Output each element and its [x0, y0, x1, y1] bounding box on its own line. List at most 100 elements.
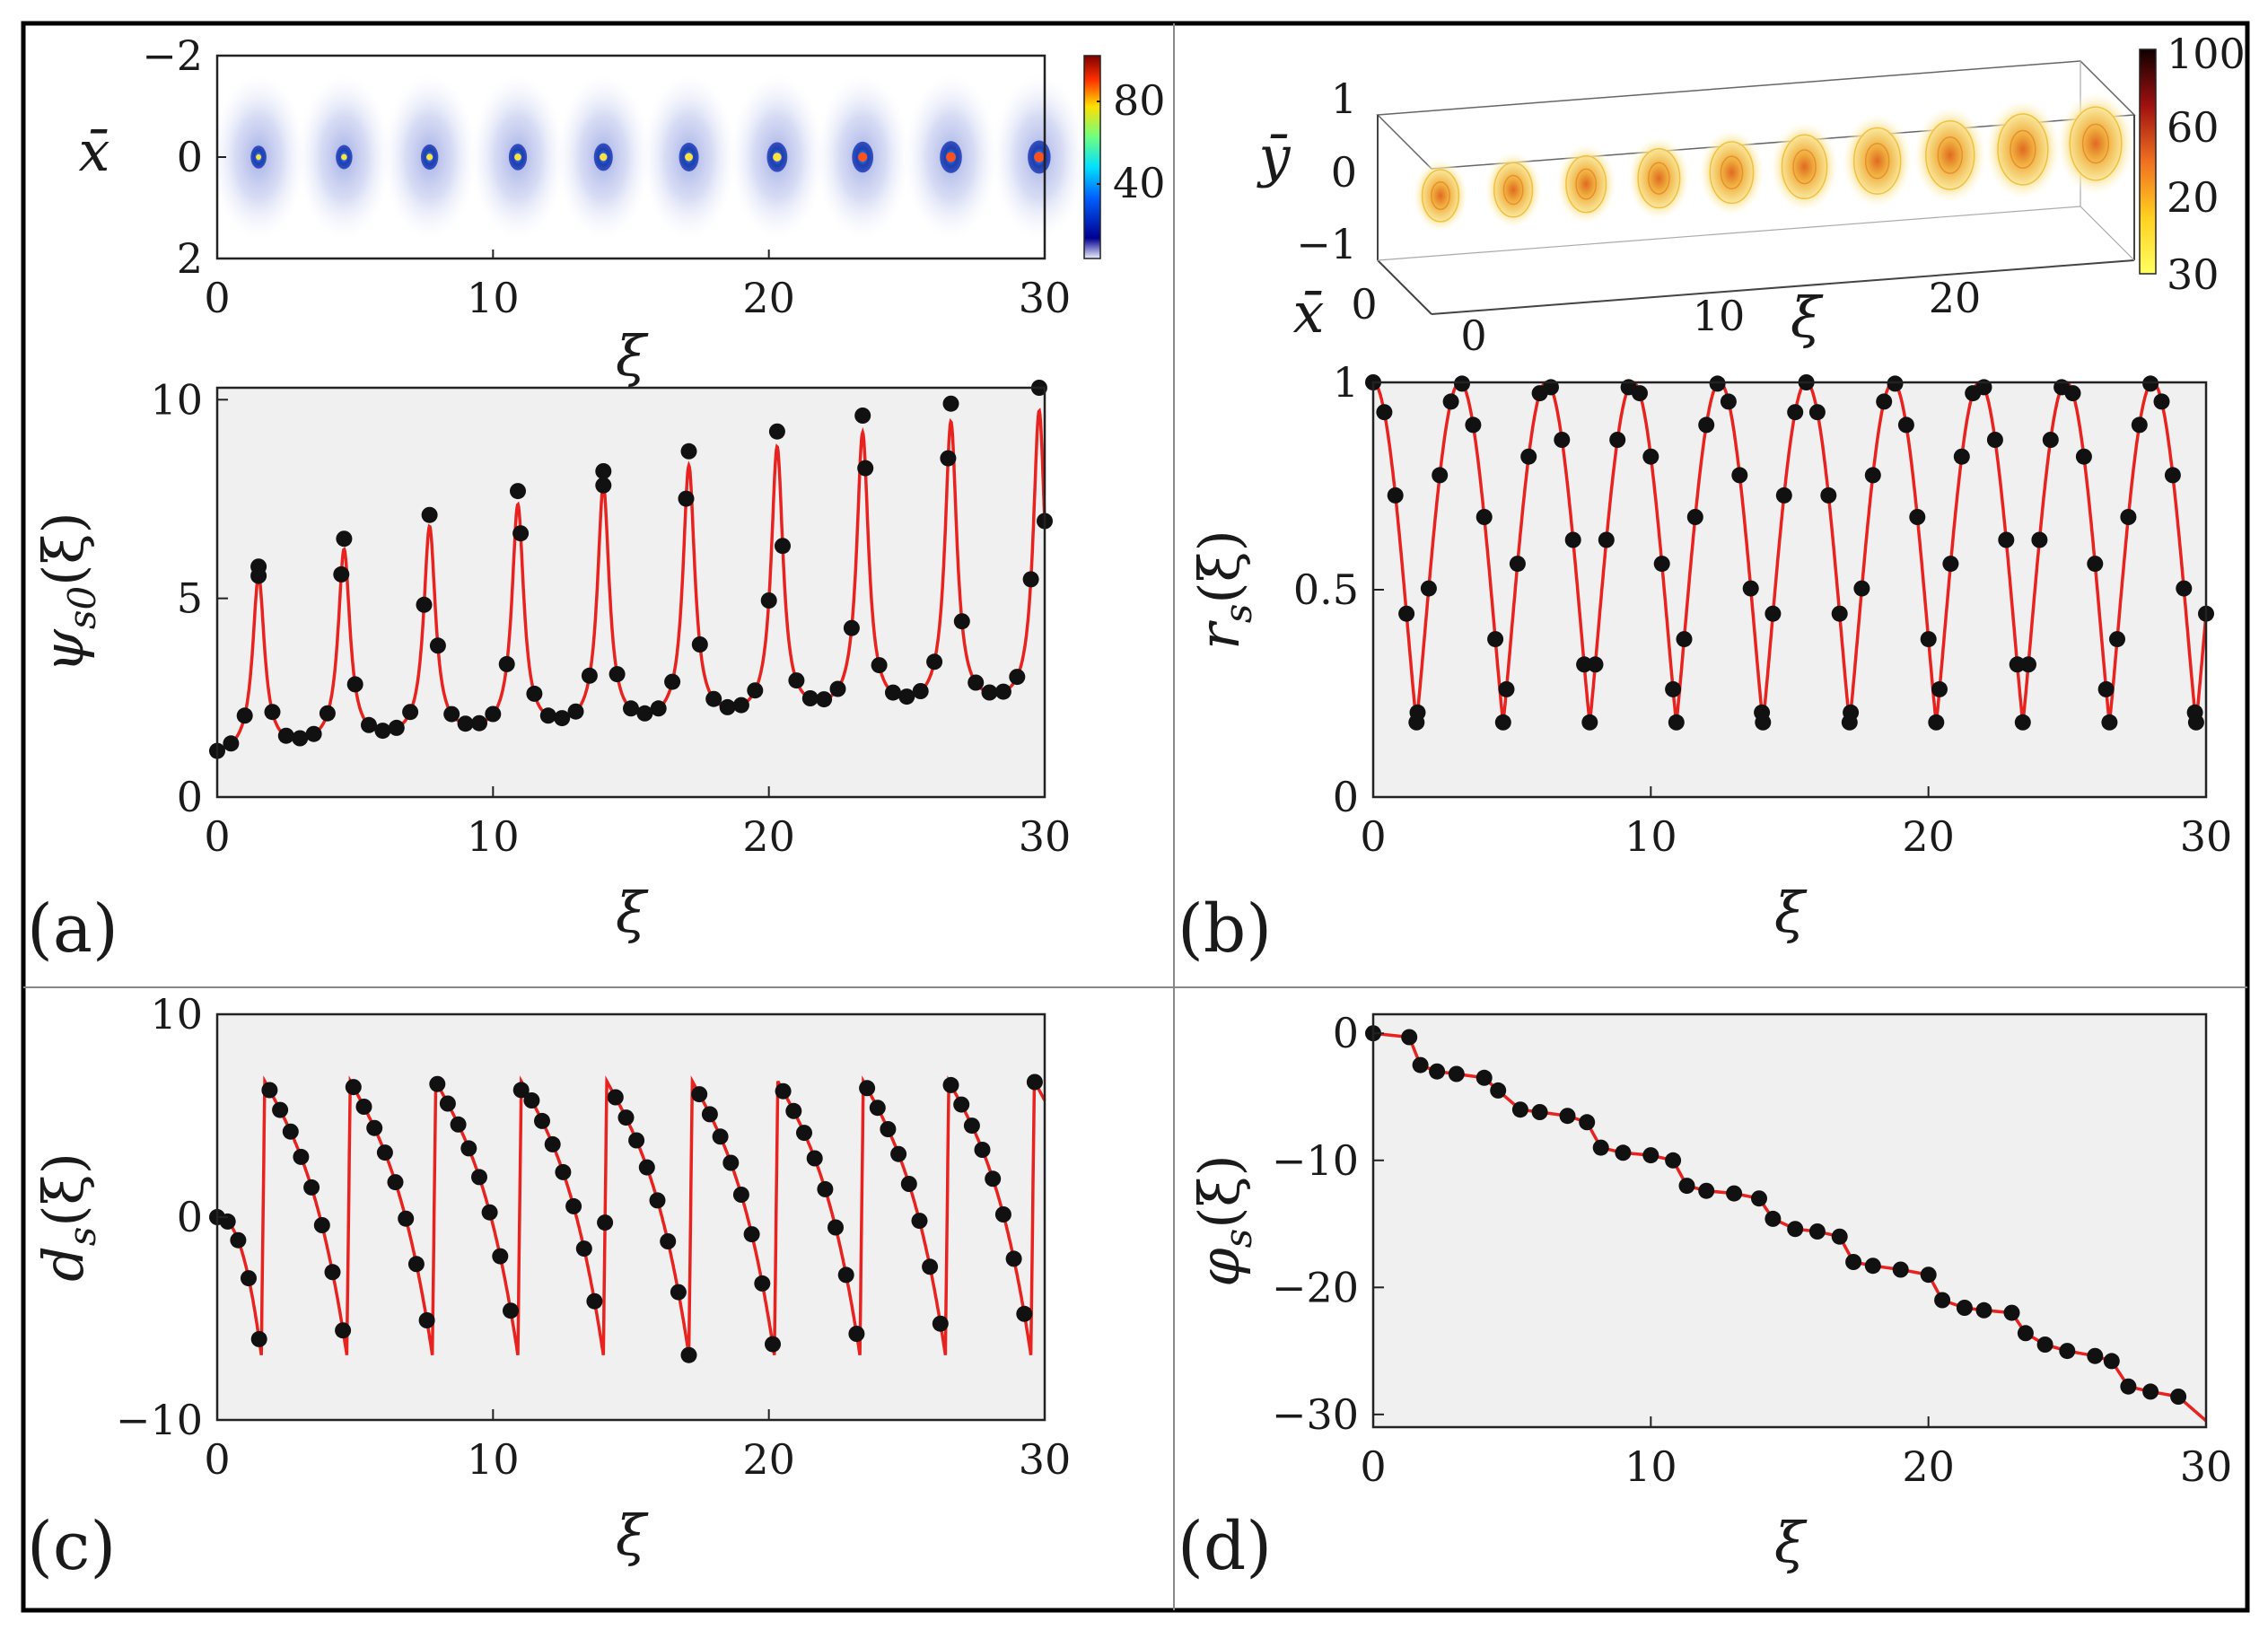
data-point: [1376, 404, 1393, 421]
data-point: [1432, 467, 1449, 484]
data-point: [539, 707, 556, 724]
data-point: [638, 1159, 655, 1176]
contour-ring: [2069, 106, 2123, 181]
data-point: [1998, 531, 2015, 548]
data-point: [1598, 531, 1615, 548]
y-tick-label: 2: [177, 234, 203, 283]
data-point: [523, 1092, 540, 1109]
data-point: [1559, 1108, 1576, 1125]
data-point: [544, 1135, 561, 1152]
data-point: [1931, 680, 1948, 697]
data-point: [387, 1174, 404, 1191]
contour-blob: [1555, 144, 1616, 224]
data-point: [450, 1116, 467, 1133]
data-point: [313, 1217, 330, 1233]
data-point: [1698, 416, 1715, 434]
data-point: [1476, 509, 1493, 525]
data-point: [942, 1076, 959, 1093]
colorbar-b-tick-label: 20: [2167, 173, 2220, 222]
data-point: [2097, 680, 2115, 697]
heatmap-peak-center: [773, 153, 782, 162]
colorbar-a-tick-label: 80: [1113, 76, 1166, 125]
data-point: [2187, 714, 2204, 731]
contour-ring: [1937, 136, 1963, 174]
data-point: [1632, 385, 1648, 402]
data-point: [1764, 605, 1782, 622]
data-point: [900, 1176, 917, 1192]
data-point: [554, 710, 571, 727]
data-point: [2003, 1304, 2020, 1321]
data-point: [333, 565, 350, 583]
y-tick-label: −20: [1272, 1263, 1359, 1311]
data-point: [857, 460, 874, 477]
data-point: [859, 1080, 876, 1097]
data-point: [1808, 404, 1826, 421]
data-point: [664, 673, 681, 690]
data-point: [361, 716, 377, 733]
data-point: [670, 1284, 687, 1301]
data-point: [768, 423, 785, 440]
data-point: [429, 1075, 446, 1092]
data-point: [869, 1100, 886, 1117]
data-point: [1454, 375, 1470, 392]
data-point: [2059, 1343, 2076, 1360]
y-axis-label: rs(ξ): [1187, 530, 1260, 650]
data-point: [1412, 1056, 1429, 1074]
data-point: [890, 1145, 907, 1162]
data-point: [678, 490, 695, 507]
data-point: [788, 672, 805, 689]
data-point: [628, 1132, 645, 1149]
data-point: [2064, 385, 2081, 402]
data-point: [1986, 432, 2003, 448]
data-point: [2164, 467, 2181, 484]
data-point: [691, 1086, 708, 1103]
data-point: [701, 1106, 718, 1123]
contour-blob: [1913, 107, 1987, 204]
data-point: [492, 1248, 509, 1265]
data-point: [1897, 416, 1914, 434]
x-axis-label: ξ: [1774, 880, 1808, 945]
data-point: [1953, 448, 1970, 465]
data-point: [1876, 393, 1893, 410]
data-point: [277, 727, 294, 744]
data-point: [2031, 531, 2048, 548]
contour-blob: [2056, 92, 2135, 196]
y-tick-label: −2: [142, 31, 203, 80]
panel-d-phi-plot: 0 10 20 30 0 −10 −20 −30 ξ φs(ξ): [1187, 1009, 2232, 1575]
data-point: [636, 705, 653, 722]
y-axis-label: ds(ξ): [31, 1152, 104, 1282]
data-point: [319, 705, 336, 722]
heatmap-b-depth-tick: 0: [1351, 280, 1377, 329]
data-point: [567, 703, 584, 720]
y-label-base: r: [1187, 620, 1252, 650]
y-axis-label: ψs0(ξ): [31, 512, 104, 672]
data-point: [911, 1213, 928, 1230]
data-point: [1509, 556, 1526, 573]
data-point: [922, 1258, 939, 1275]
data-point: [1751, 1190, 1767, 1207]
data-point: [1956, 1300, 1973, 1316]
x-tick-label: 30: [2180, 1442, 2233, 1491]
x-tick-label: 20: [1902, 1442, 1955, 1491]
heatmap-peak-center: [426, 153, 433, 161]
series-line: [1372, 1031, 2208, 1423]
data-point: [2042, 432, 2059, 448]
heatmap-b-ytick: 1: [1331, 74, 1357, 123]
data-point: [912, 683, 929, 699]
heatmap-a-halos: [212, 74, 1086, 240]
data-point: [1520, 448, 1537, 465]
data-point: [1775, 486, 1792, 504]
y-tick-label: 0.5: [1293, 565, 1359, 614]
heatmap-peak-center: [858, 152, 868, 162]
heatmap-b-depth-label: x̄: [1293, 280, 1325, 346]
panel-label-b: (b): [1178, 890, 1272, 968]
data-point: [503, 1302, 519, 1319]
data-point: [335, 1322, 352, 1339]
y-label-arg: (ξ): [31, 512, 96, 586]
data-point: [1726, 1185, 1743, 1202]
data-point: [1487, 631, 1504, 648]
heatmap-peak-center: [1034, 152, 1045, 162]
data-point: [2017, 1325, 2034, 1342]
data-point: [2009, 656, 2026, 673]
